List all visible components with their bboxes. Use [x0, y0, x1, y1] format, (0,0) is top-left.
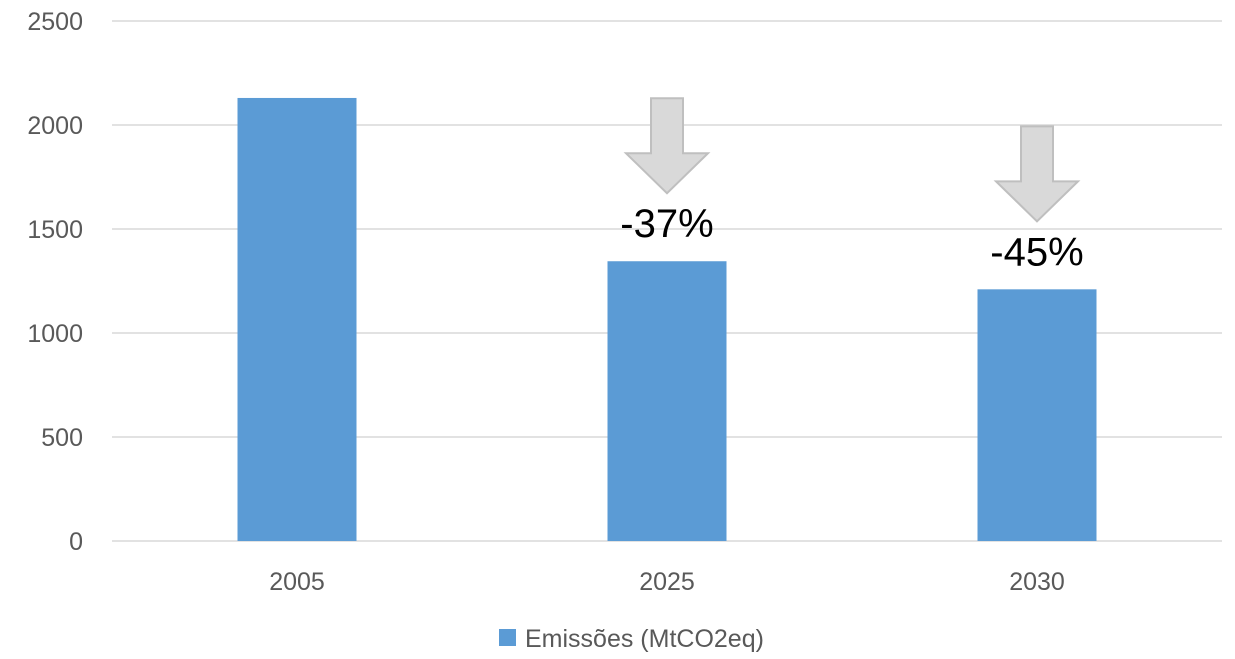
y-tick-label-2000: 2000	[27, 112, 83, 140]
y-tick-label-500: 500	[41, 424, 83, 452]
x-tick-label-2030: 2030	[1009, 568, 1065, 596]
bar-2005	[237, 97, 357, 542]
x-tick-label-2005: 2005	[269, 568, 325, 596]
y-tick-label-0: 0	[69, 528, 83, 556]
y-tick-label-1500: 1500	[27, 216, 83, 244]
annotation-label-2025: -37%	[620, 202, 713, 246]
y-tick-label-2500: 2500	[27, 8, 83, 36]
y-axis-tick-labels: 0 500 1000 1500 2000 2500	[27, 8, 83, 556]
legend-label: Emissões (MtCO2eq)	[525, 625, 764, 653]
arrow-down-icon-2030	[993, 125, 1081, 223]
annotation-label-2030: -45%	[990, 230, 1083, 274]
legend-swatch	[499, 629, 516, 646]
arrow-down-icon-2025	[623, 97, 711, 195]
legend: Emissões (MtCO2eq)	[499, 625, 764, 653]
annotations: -37% -45%	[620, 97, 1084, 274]
bars	[237, 97, 1097, 542]
x-tick-label-2025: 2025	[639, 568, 695, 596]
y-tick-label-1000: 1000	[27, 320, 83, 348]
x-axis-tick-labels: 2005 2025 2030	[269, 568, 1065, 596]
bar-2030	[977, 289, 1097, 541]
bar-2025	[607, 261, 727, 541]
